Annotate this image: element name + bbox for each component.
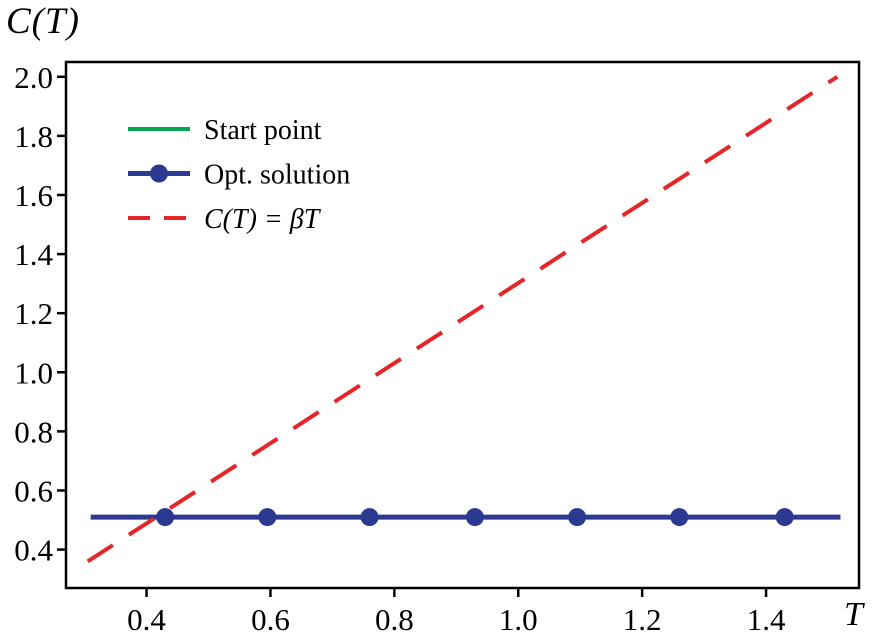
y-tick-label: 0.4 xyxy=(14,533,53,568)
y-tick-label: 0.6 xyxy=(14,473,53,508)
y-tick-label: 1.8 xyxy=(14,119,53,154)
legend-label-2: C(T) = βT xyxy=(204,204,322,235)
x-tick-label: 1.2 xyxy=(623,602,662,637)
y-axis-title: C(T) xyxy=(6,1,80,42)
x-tick-label: 1.4 xyxy=(747,602,786,637)
x-tick-label: 0.6 xyxy=(251,602,290,637)
legend-label-0: Start point xyxy=(204,115,322,146)
y-tick-label: 0.8 xyxy=(14,414,53,449)
data-point-marker xyxy=(360,508,379,527)
y-tick-label: 1.4 xyxy=(14,237,53,272)
data-point-marker xyxy=(258,508,277,527)
x-axis-title: T xyxy=(844,596,863,633)
y-tick-label: 2.0 xyxy=(14,60,53,95)
series-line-2 xyxy=(86,75,839,564)
plot-frame xyxy=(64,60,861,590)
y-tick-label: 1.6 xyxy=(14,178,53,213)
data-point-marker xyxy=(775,508,794,527)
legend-label-1: Opt. solution xyxy=(204,160,350,191)
x-tick-label: 0.8 xyxy=(375,602,414,637)
data-point-marker xyxy=(156,508,175,527)
data-point-marker xyxy=(465,508,484,527)
y-tick-label: 1.2 xyxy=(14,296,53,331)
y-tick-label: 1.0 xyxy=(14,355,53,390)
x-tick-label: 1.0 xyxy=(499,602,538,637)
data-point-marker xyxy=(568,508,587,527)
data-point-marker xyxy=(670,508,689,527)
x-tick-label: 0.4 xyxy=(127,602,166,637)
legend-marker xyxy=(150,164,168,183)
